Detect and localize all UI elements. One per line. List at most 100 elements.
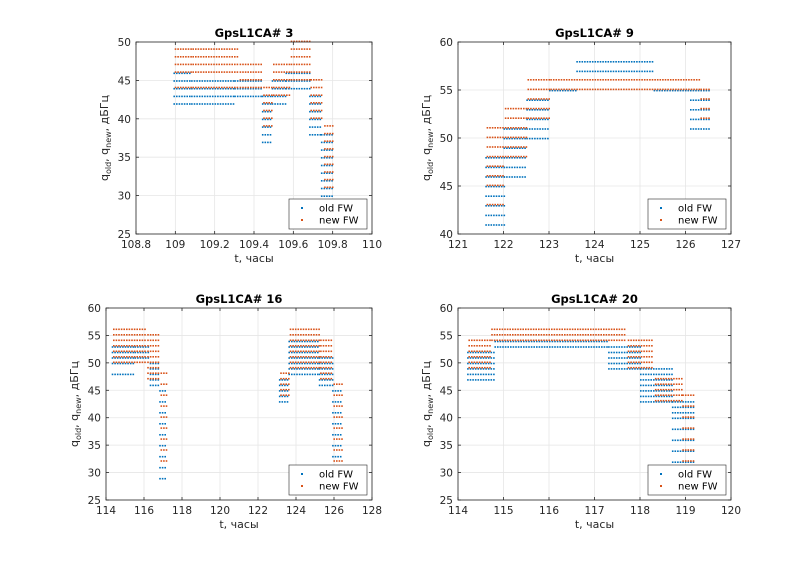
data-point <box>282 383 285 385</box>
data-point <box>120 334 123 336</box>
data-point <box>485 185 487 188</box>
data-point <box>628 70 630 73</box>
data-point <box>526 128 528 130</box>
x-axis-label: t, часы <box>575 518 614 531</box>
data-point <box>556 346 559 348</box>
data-point <box>690 428 692 431</box>
data-point <box>323 187 326 190</box>
data-point <box>502 136 504 139</box>
data-point <box>642 368 645 370</box>
data-point <box>662 388 665 391</box>
data-point <box>132 373 135 376</box>
data-point <box>504 146 507 148</box>
data-point <box>630 350 632 353</box>
data-point <box>674 412 677 414</box>
data-point <box>491 155 494 158</box>
data-point <box>545 79 548 81</box>
data-point <box>468 356 470 358</box>
data-point <box>538 339 540 342</box>
data-point <box>495 157 498 159</box>
data-point <box>210 63 213 66</box>
data-point <box>530 339 532 342</box>
data-point <box>325 372 327 374</box>
data-point <box>164 455 166 458</box>
data-point <box>674 461 677 463</box>
data-point <box>333 416 335 418</box>
data-point <box>236 80 239 82</box>
data-point <box>321 379 323 381</box>
data-point <box>692 460 695 462</box>
data-point <box>525 117 528 119</box>
data-point <box>179 63 182 66</box>
data-point <box>327 366 330 369</box>
data-point <box>326 171 329 173</box>
data-point <box>618 328 621 331</box>
data-point <box>469 379 472 381</box>
data-point <box>512 155 515 158</box>
data-point <box>510 340 512 343</box>
data-point <box>164 412 166 414</box>
data-point <box>490 224 493 226</box>
data-point <box>126 345 128 347</box>
x-tick-label: 122 <box>248 505 268 517</box>
data-point <box>520 155 522 158</box>
data-point <box>298 351 301 354</box>
data-point <box>183 95 186 98</box>
data-point <box>264 110 267 113</box>
x-tick-label: 109.2 <box>200 239 230 251</box>
data-point <box>506 137 508 140</box>
data-point <box>582 328 584 331</box>
data-point <box>672 88 675 91</box>
data-point <box>265 117 268 119</box>
data-point <box>684 406 687 409</box>
x-tick-label: 109 <box>165 239 185 251</box>
data-point <box>690 427 692 429</box>
data-point <box>670 388 673 391</box>
data-point <box>692 449 695 451</box>
data-point <box>295 87 298 90</box>
data-point <box>602 88 604 91</box>
data-point <box>128 334 131 336</box>
data-point <box>708 128 710 130</box>
x-tick-label: 120 <box>721 505 741 517</box>
data-point <box>510 136 512 139</box>
data-point <box>328 164 331 167</box>
data-point <box>281 390 284 392</box>
data-point <box>274 87 276 90</box>
data-point <box>643 345 645 347</box>
y-tick-label: 40 <box>440 229 453 241</box>
x-tick-label: 108.8 <box>121 239 151 251</box>
data-point <box>510 117 512 119</box>
data-point <box>122 362 124 365</box>
data-point <box>324 362 326 365</box>
data-point <box>264 118 267 121</box>
data-point <box>567 89 569 92</box>
data-point <box>494 203 496 206</box>
data-point <box>615 362 618 365</box>
data-point <box>160 394 163 396</box>
data-point <box>289 334 292 336</box>
data-point <box>178 80 181 82</box>
data-point <box>692 461 695 463</box>
data-point <box>646 70 649 73</box>
data-point <box>271 117 273 119</box>
data-point <box>289 339 292 342</box>
data-point <box>200 71 202 73</box>
data-point <box>331 134 333 136</box>
data-point <box>489 127 491 129</box>
data-point <box>281 384 284 387</box>
data-point <box>278 384 281 387</box>
data-point <box>571 88 573 91</box>
data-point <box>684 394 687 396</box>
data-point <box>671 417 674 420</box>
data-point <box>206 95 209 98</box>
y-tick-label: 45 <box>440 181 453 193</box>
data-point <box>591 61 594 63</box>
data-point <box>178 72 181 75</box>
data-point <box>336 394 338 396</box>
data-point <box>621 328 623 331</box>
y-tick-label: 45 <box>440 385 453 397</box>
data-point <box>326 140 329 142</box>
data-point <box>115 361 118 364</box>
